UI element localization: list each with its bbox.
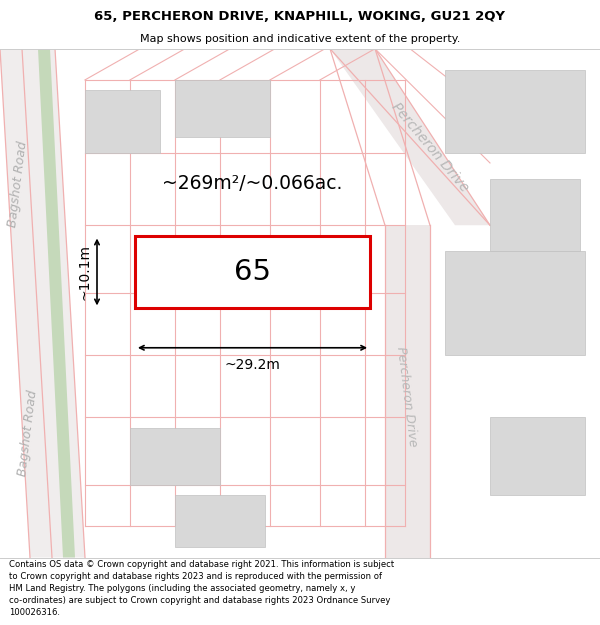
Text: ~10.1m: ~10.1m <box>78 244 92 300</box>
Polygon shape <box>0 49 85 558</box>
Polygon shape <box>38 49 75 558</box>
Bar <box>130 428 220 485</box>
Text: 65, PERCHERON DRIVE, KNAPHILL, WOKING, GU21 2QY: 65, PERCHERON DRIVE, KNAPHILL, WOKING, G… <box>95 10 505 22</box>
Bar <box>85 90 160 152</box>
Text: ~269m²/~0.066ac.: ~269m²/~0.066ac. <box>163 174 343 193</box>
Bar <box>490 179 580 251</box>
Text: Bagshot Road: Bagshot Road <box>6 140 30 228</box>
Bar <box>175 80 270 137</box>
Text: Bagshot Road: Bagshot Road <box>16 389 40 477</box>
Text: Percheron Drive: Percheron Drive <box>389 100 472 195</box>
Polygon shape <box>385 225 430 558</box>
Bar <box>445 69 585 152</box>
Text: Contains OS data © Crown copyright and database right 2021. This information is : Contains OS data © Crown copyright and d… <box>9 559 394 617</box>
Bar <box>175 495 265 547</box>
Polygon shape <box>330 49 490 225</box>
Bar <box>490 418 585 495</box>
Bar <box>135 236 370 308</box>
Bar <box>445 251 585 355</box>
Text: Map shows position and indicative extent of the property.: Map shows position and indicative extent… <box>140 34 460 44</box>
Text: Percheron Drive: Percheron Drive <box>394 346 419 448</box>
Text: 65: 65 <box>234 258 271 286</box>
Text: ~29.2m: ~29.2m <box>224 358 280 372</box>
